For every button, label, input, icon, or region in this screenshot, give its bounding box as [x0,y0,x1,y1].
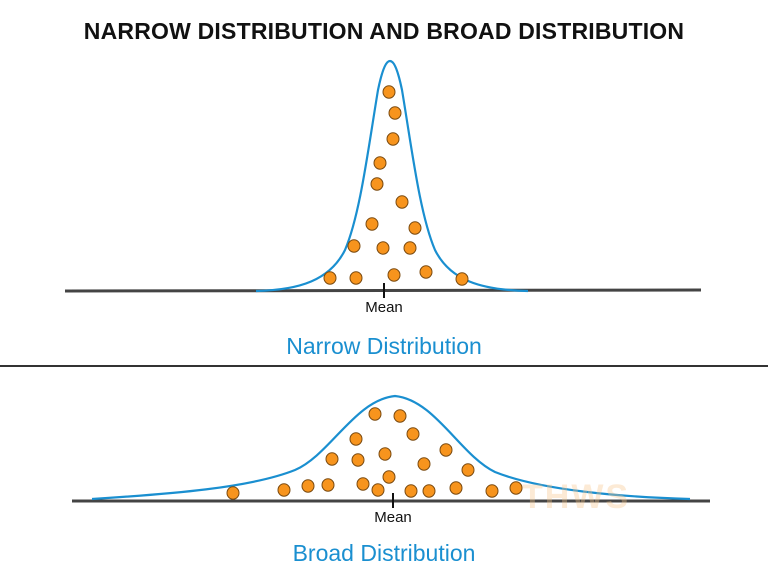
data-dot [455,272,469,286]
data-dot [277,483,291,497]
narrow-distribution-curve [255,59,529,293]
data-dot [347,239,361,253]
data-dot [403,241,417,255]
data-dot [356,477,370,491]
data-dot [349,432,363,446]
svg-text:THWS: THWS [522,478,630,516]
broad-distribution-curve [91,394,691,501]
data-dot [439,443,453,457]
data-dot [373,156,387,170]
data-dot [365,217,379,231]
data-dot [370,177,384,191]
broad-dots [226,407,523,500]
data-dot [485,484,499,498]
data-dot [386,132,400,146]
data-dot [449,481,463,495]
data-dot [382,470,396,484]
data-dot [382,85,396,99]
data-dot [417,457,431,471]
data-dot [323,271,337,285]
narrow-mean-label: Mean [365,299,403,316]
data-dot [376,241,390,255]
broad-distribution-label: Broad Distribution [292,540,476,566]
narrow-dots [323,85,469,286]
watermark-logo: THWS [522,476,652,525]
broad-mean-label: Mean [374,509,412,526]
data-dot [226,486,240,500]
data-dot [349,271,363,285]
data-dot [325,452,339,466]
data-dot [509,481,523,495]
data-dot [404,484,418,498]
narrow-distribution-label: Narrow Distribution [286,333,482,359]
data-dot [393,409,407,423]
data-dot [395,195,409,209]
data-dot [321,478,335,492]
data-dot [387,268,401,282]
data-dot [419,265,433,279]
data-dot [408,221,422,235]
data-dot [301,479,315,493]
data-dot [406,427,420,441]
data-dot [461,463,475,477]
data-dot [388,106,402,120]
diagram-title: NARROW DISTRIBUTION AND BROAD DISTRIBUTI… [83,18,685,44]
data-dot [371,483,385,497]
data-dot [422,484,436,498]
data-dot [351,453,365,467]
data-dot [368,407,382,421]
data-dot [378,447,392,461]
